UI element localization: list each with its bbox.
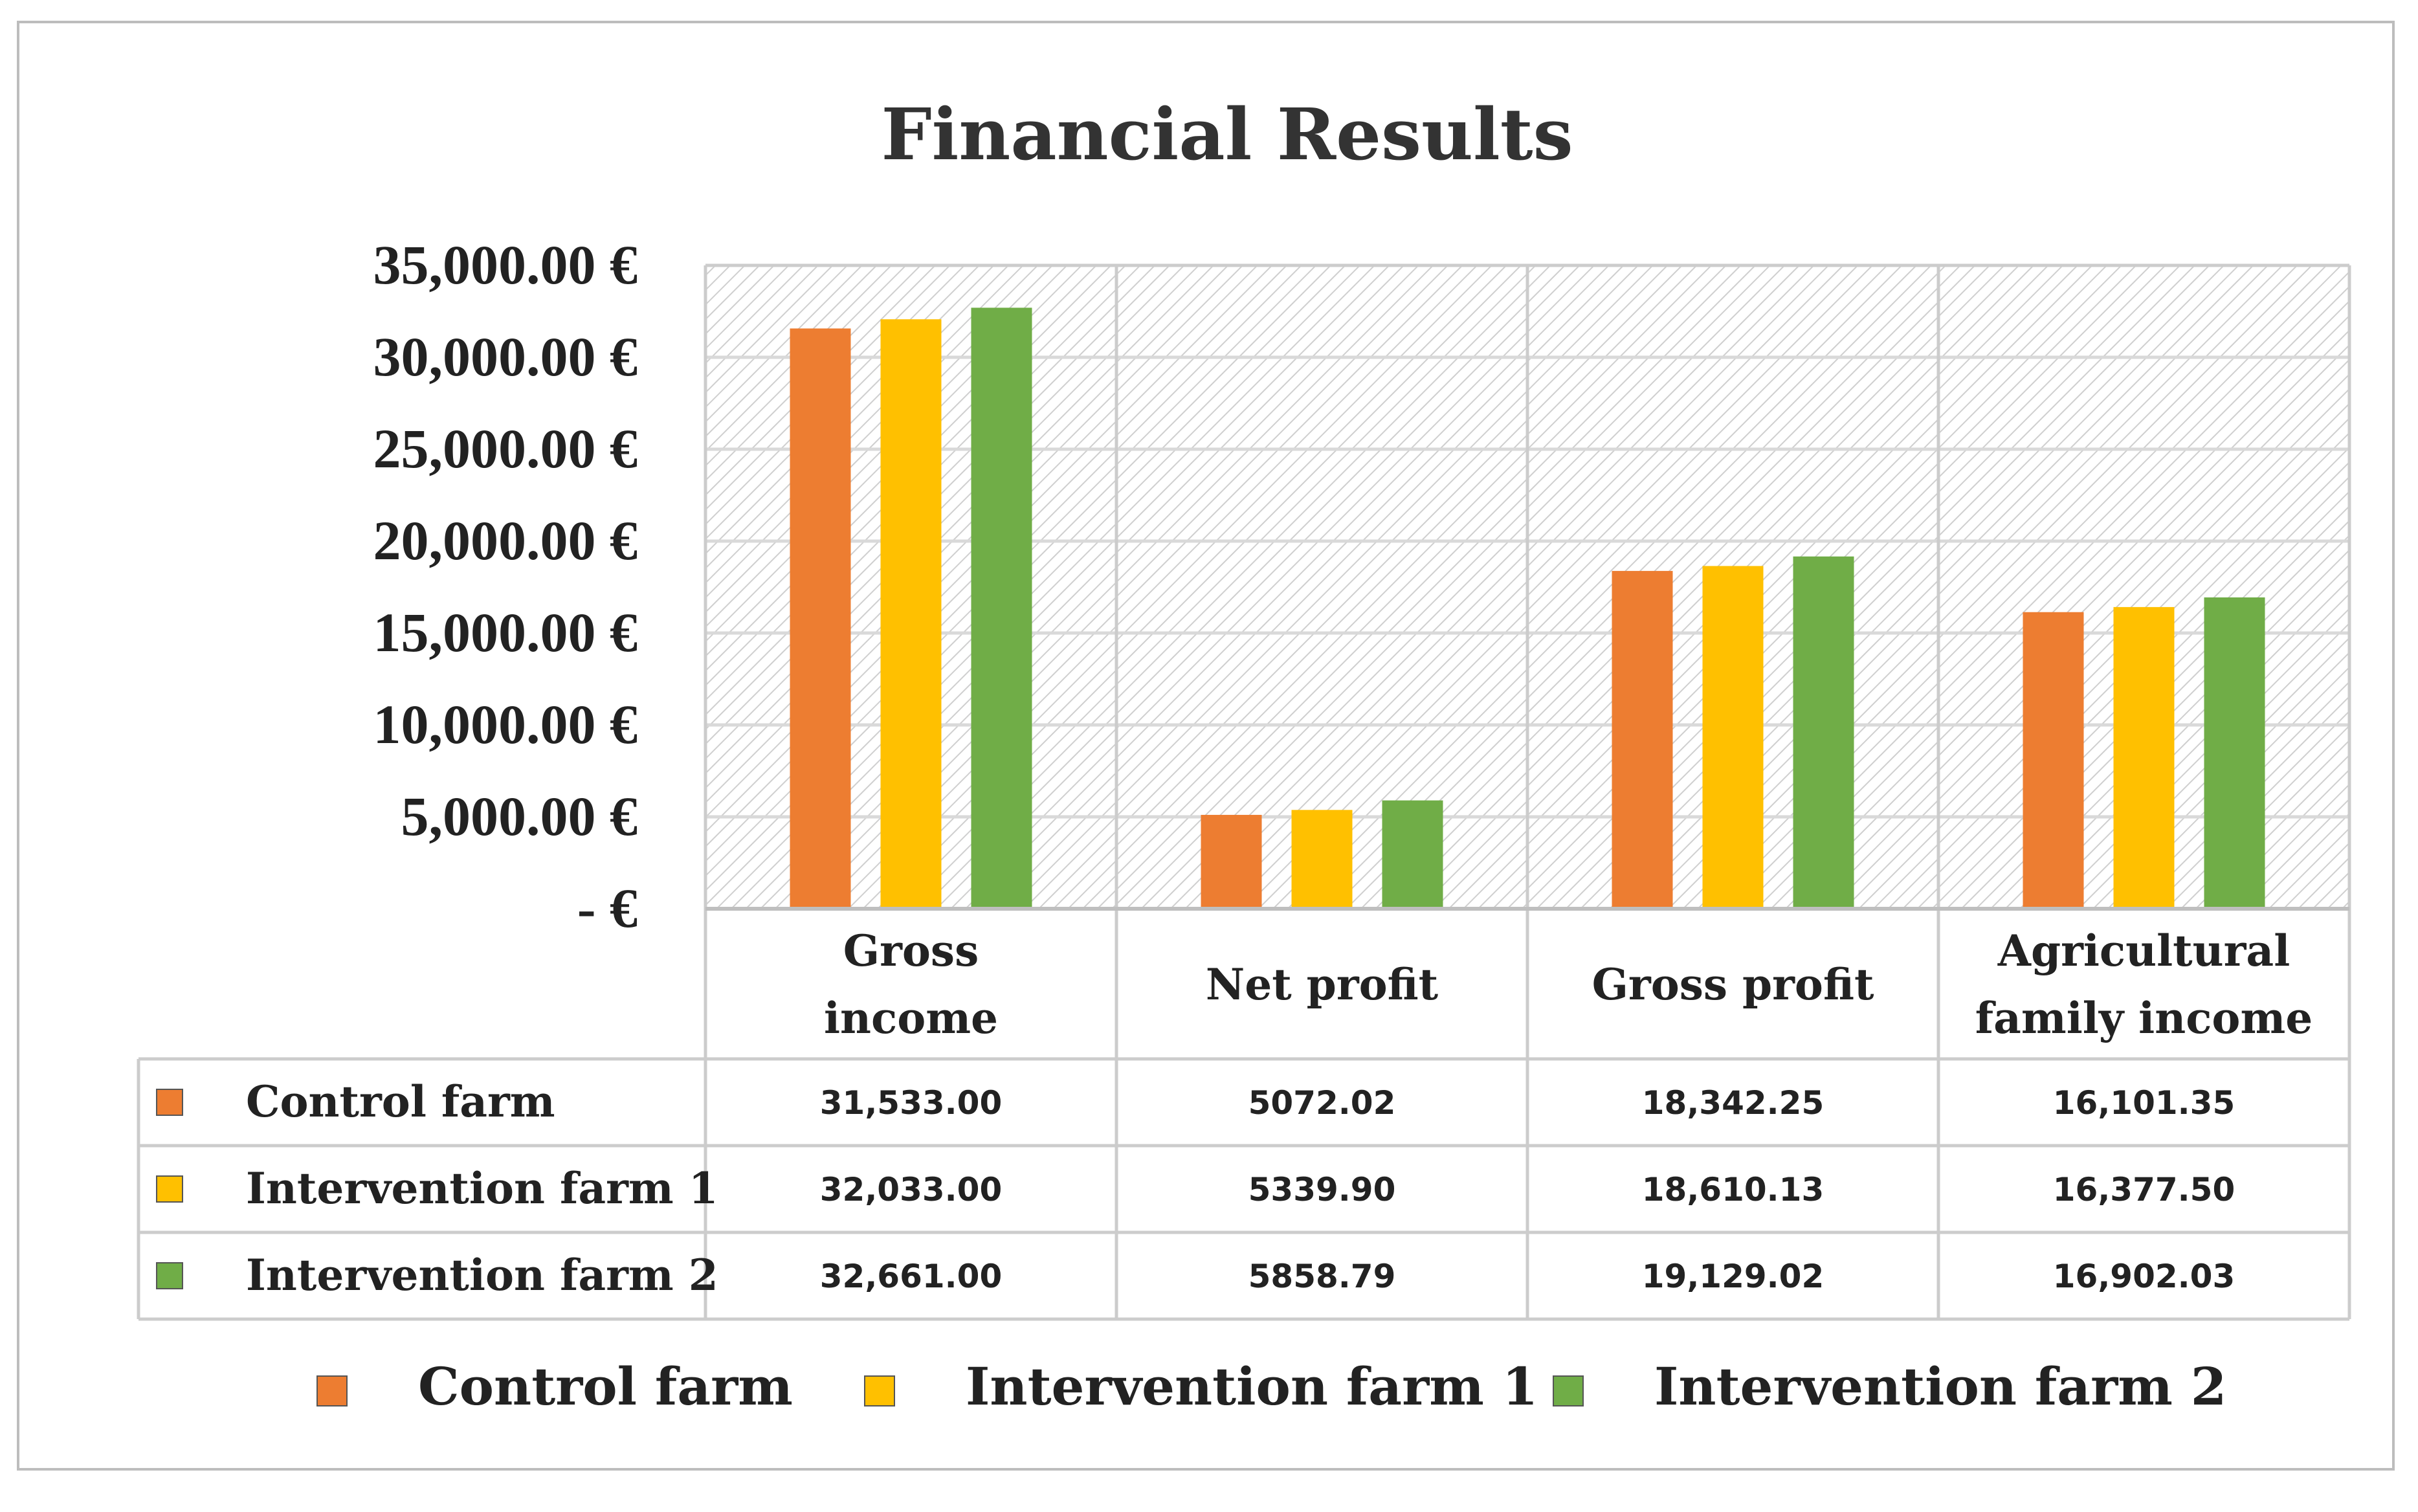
legend-marker-intervention-farm-1 bbox=[864, 1375, 895, 1406]
y-tick-label: 35,000.00 € bbox=[373, 234, 638, 296]
legend-marker-intervention-farm-2 bbox=[1553, 1375, 1584, 1406]
legend-marker-control-farm bbox=[316, 1375, 348, 1406]
y-tick-label: - € bbox=[577, 877, 638, 939]
table-row-label: Control farm bbox=[246, 1076, 555, 1127]
bar-intervention-farm-1-3 bbox=[2113, 606, 2175, 910]
data-label: 16,902.03 bbox=[2053, 1258, 2235, 1295]
bar-control-farm-0 bbox=[790, 328, 851, 909]
y-tick-label: 30,000.00 € bbox=[373, 326, 638, 388]
y-tick-label: 10,000.00 € bbox=[373, 693, 638, 755]
bar-control-farm-3 bbox=[2023, 612, 2084, 910]
y-tick-label: 15,000.00 € bbox=[373, 601, 638, 663]
data-label: 18,610.13 bbox=[1642, 1171, 1825, 1208]
data-label: 5858.79 bbox=[1248, 1258, 1396, 1295]
data-label: 5339.90 bbox=[1248, 1171, 1396, 1208]
bar-intervention-farm-1-2 bbox=[1702, 566, 1764, 909]
data-label: 5072.02 bbox=[1248, 1084, 1396, 1122]
table-row-label: Intervention farm 2 bbox=[246, 1250, 718, 1300]
x-category-label: family income bbox=[1975, 993, 2313, 1043]
bar-intervention-farm-2-2 bbox=[1793, 556, 1854, 909]
legend-entry: Intervention farm 1 bbox=[966, 1356, 1538, 1417]
x-category-label: Gross bbox=[843, 926, 979, 976]
legend-entry: Intervention farm 2 bbox=[1654, 1356, 2226, 1417]
data-label: 19,129.02 bbox=[1642, 1258, 1825, 1295]
bar-intervention-farm-2-1 bbox=[1382, 800, 1443, 909]
data-label: 32,033.00 bbox=[820, 1171, 1003, 1208]
x-category-label: Gross profit bbox=[1592, 959, 1874, 1010]
table-marker-intervention-farm-2 bbox=[156, 1262, 183, 1289]
chart-title: Financial Results bbox=[881, 93, 1573, 176]
y-tick-label: 20,000.00 € bbox=[373, 509, 638, 572]
bar-intervention-farm-1-1 bbox=[1291, 810, 1353, 909]
x-category-label: Agricultural bbox=[1997, 926, 2290, 976]
y-tick-label: 5,000.00 € bbox=[401, 785, 638, 847]
data-label: 16,377.50 bbox=[2053, 1171, 2235, 1208]
y-tick-label: 25,000.00 € bbox=[373, 417, 638, 480]
x-category-label: income bbox=[824, 993, 998, 1043]
table-row-label: Intervention farm 1 bbox=[246, 1163, 718, 1214]
bar-intervention-farm-2-0 bbox=[971, 307, 1032, 909]
table-marker-intervention-farm-1 bbox=[156, 1175, 183, 1203]
chart-frame: Financial Results - € 5,000.00 € 10,000.00 … bbox=[17, 21, 2395, 1471]
bar-intervention-farm-1-0 bbox=[880, 319, 942, 909]
data-label: 18,342.25 bbox=[1642, 1084, 1825, 1122]
data-label: 16,101.35 bbox=[2053, 1084, 2235, 1122]
bar-intervention-farm-2-3 bbox=[2204, 597, 2265, 909]
data-label: 31,533.00 bbox=[820, 1084, 1003, 1122]
table-marker-control-farm bbox=[156, 1089, 183, 1116]
data-label: 32,661.00 bbox=[820, 1258, 1003, 1295]
bar-control-farm-1 bbox=[1201, 814, 1262, 909]
bar-control-farm-2 bbox=[1612, 571, 1673, 909]
x-category-label: Net profit bbox=[1206, 959, 1439, 1010]
chart-canvas: Financial Results - € 5,000.00 € 10,000.00 … bbox=[137, 93, 2351, 1417]
legend-entry: Control farm bbox=[418, 1356, 793, 1417]
